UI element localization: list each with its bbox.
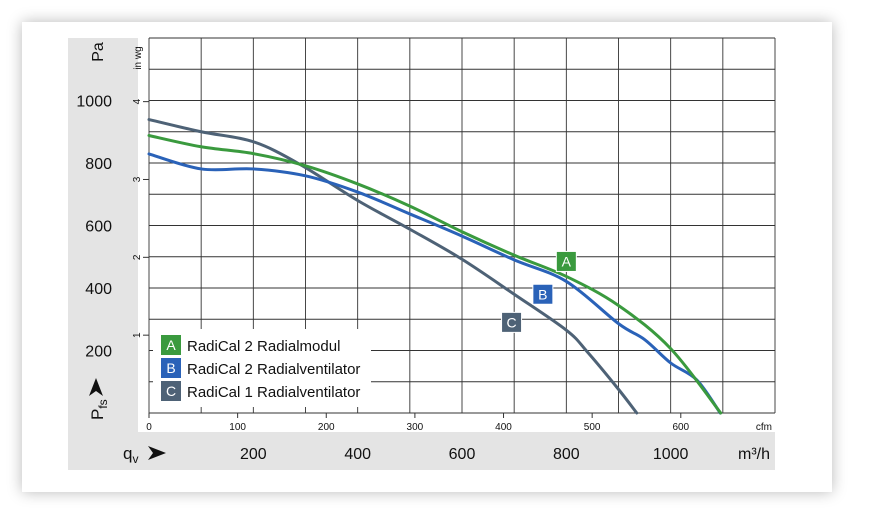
- cfm-tick-label: 500: [584, 422, 601, 433]
- y-tick-label: 600: [85, 219, 112, 236]
- y-unit-label: Pa: [90, 42, 107, 62]
- y-axis-symbol: Pfs: [88, 399, 110, 420]
- y-tick-label: 400: [85, 281, 112, 298]
- inwg-tick-label: 4: [132, 98, 143, 104]
- x-tick-label: 400: [344, 446, 371, 463]
- legend-entry: RadiCal 2 Radialmodul: [187, 338, 340, 355]
- legend-badge-label: B: [166, 360, 175, 376]
- legend-badge-label: A: [166, 337, 176, 353]
- cfm-tick-label: 300: [407, 422, 424, 433]
- y-tick-label: 1000: [76, 94, 112, 111]
- cfm-tick-label: 200: [318, 422, 335, 433]
- legend-badge-c: [161, 381, 181, 401]
- y-tick-label: 200: [85, 344, 112, 361]
- x-tick-label: 600: [449, 446, 476, 463]
- arrow-up-icon: [89, 378, 103, 396]
- series-line-b: [147, 152, 722, 415]
- arrow-right-icon: [148, 446, 166, 460]
- curve-badge-a: [555, 250, 577, 272]
- inwg-tick-label: 2: [132, 254, 143, 260]
- legend-badge-label: C: [166, 383, 176, 399]
- inwg-unit-label: in wg: [133, 46, 144, 69]
- y-axis-band: [68, 38, 138, 470]
- legend-entry: RadiCal 2 Radialventilator: [187, 361, 360, 378]
- x-unit-label: m³/h: [738, 446, 770, 463]
- curve-badge-c: [501, 311, 523, 333]
- legend-badge-a: [161, 335, 181, 355]
- cfm-unit-label: cfm: [756, 422, 772, 433]
- cfm-tick-label: 0: [146, 422, 152, 433]
- cfm-tick-label: 400: [495, 422, 512, 433]
- cfm-tick-label: 600: [672, 422, 689, 433]
- legend-entry: RadiCal 1 Radialventilator: [187, 384, 360, 401]
- curve-badge-label: C: [506, 314, 516, 330]
- legend-badge-b: [161, 358, 181, 378]
- curve-badge-label: B: [538, 286, 547, 302]
- x-tick-label: 200: [240, 446, 267, 463]
- y-axis-symbol-text: Pfs: [88, 399, 110, 420]
- inwg-tick-label: 3: [132, 176, 143, 182]
- series-line-a: [147, 134, 723, 415]
- cfm-tick-label: 100: [229, 422, 246, 433]
- x-axis-symbol: qv: [123, 444, 138, 466]
- x-tick-label: 1000: [653, 446, 689, 463]
- inwg-tick-label: 1: [132, 332, 143, 338]
- curve-badge-b: [532, 283, 554, 305]
- x-tick-label: 800: [553, 446, 580, 463]
- legend: [153, 329, 371, 407]
- curve-badge-label: A: [562, 253, 572, 269]
- x-axis-band: [68, 432, 775, 470]
- series-line-c: [147, 118, 639, 415]
- y-tick-label: 800: [85, 156, 112, 173]
